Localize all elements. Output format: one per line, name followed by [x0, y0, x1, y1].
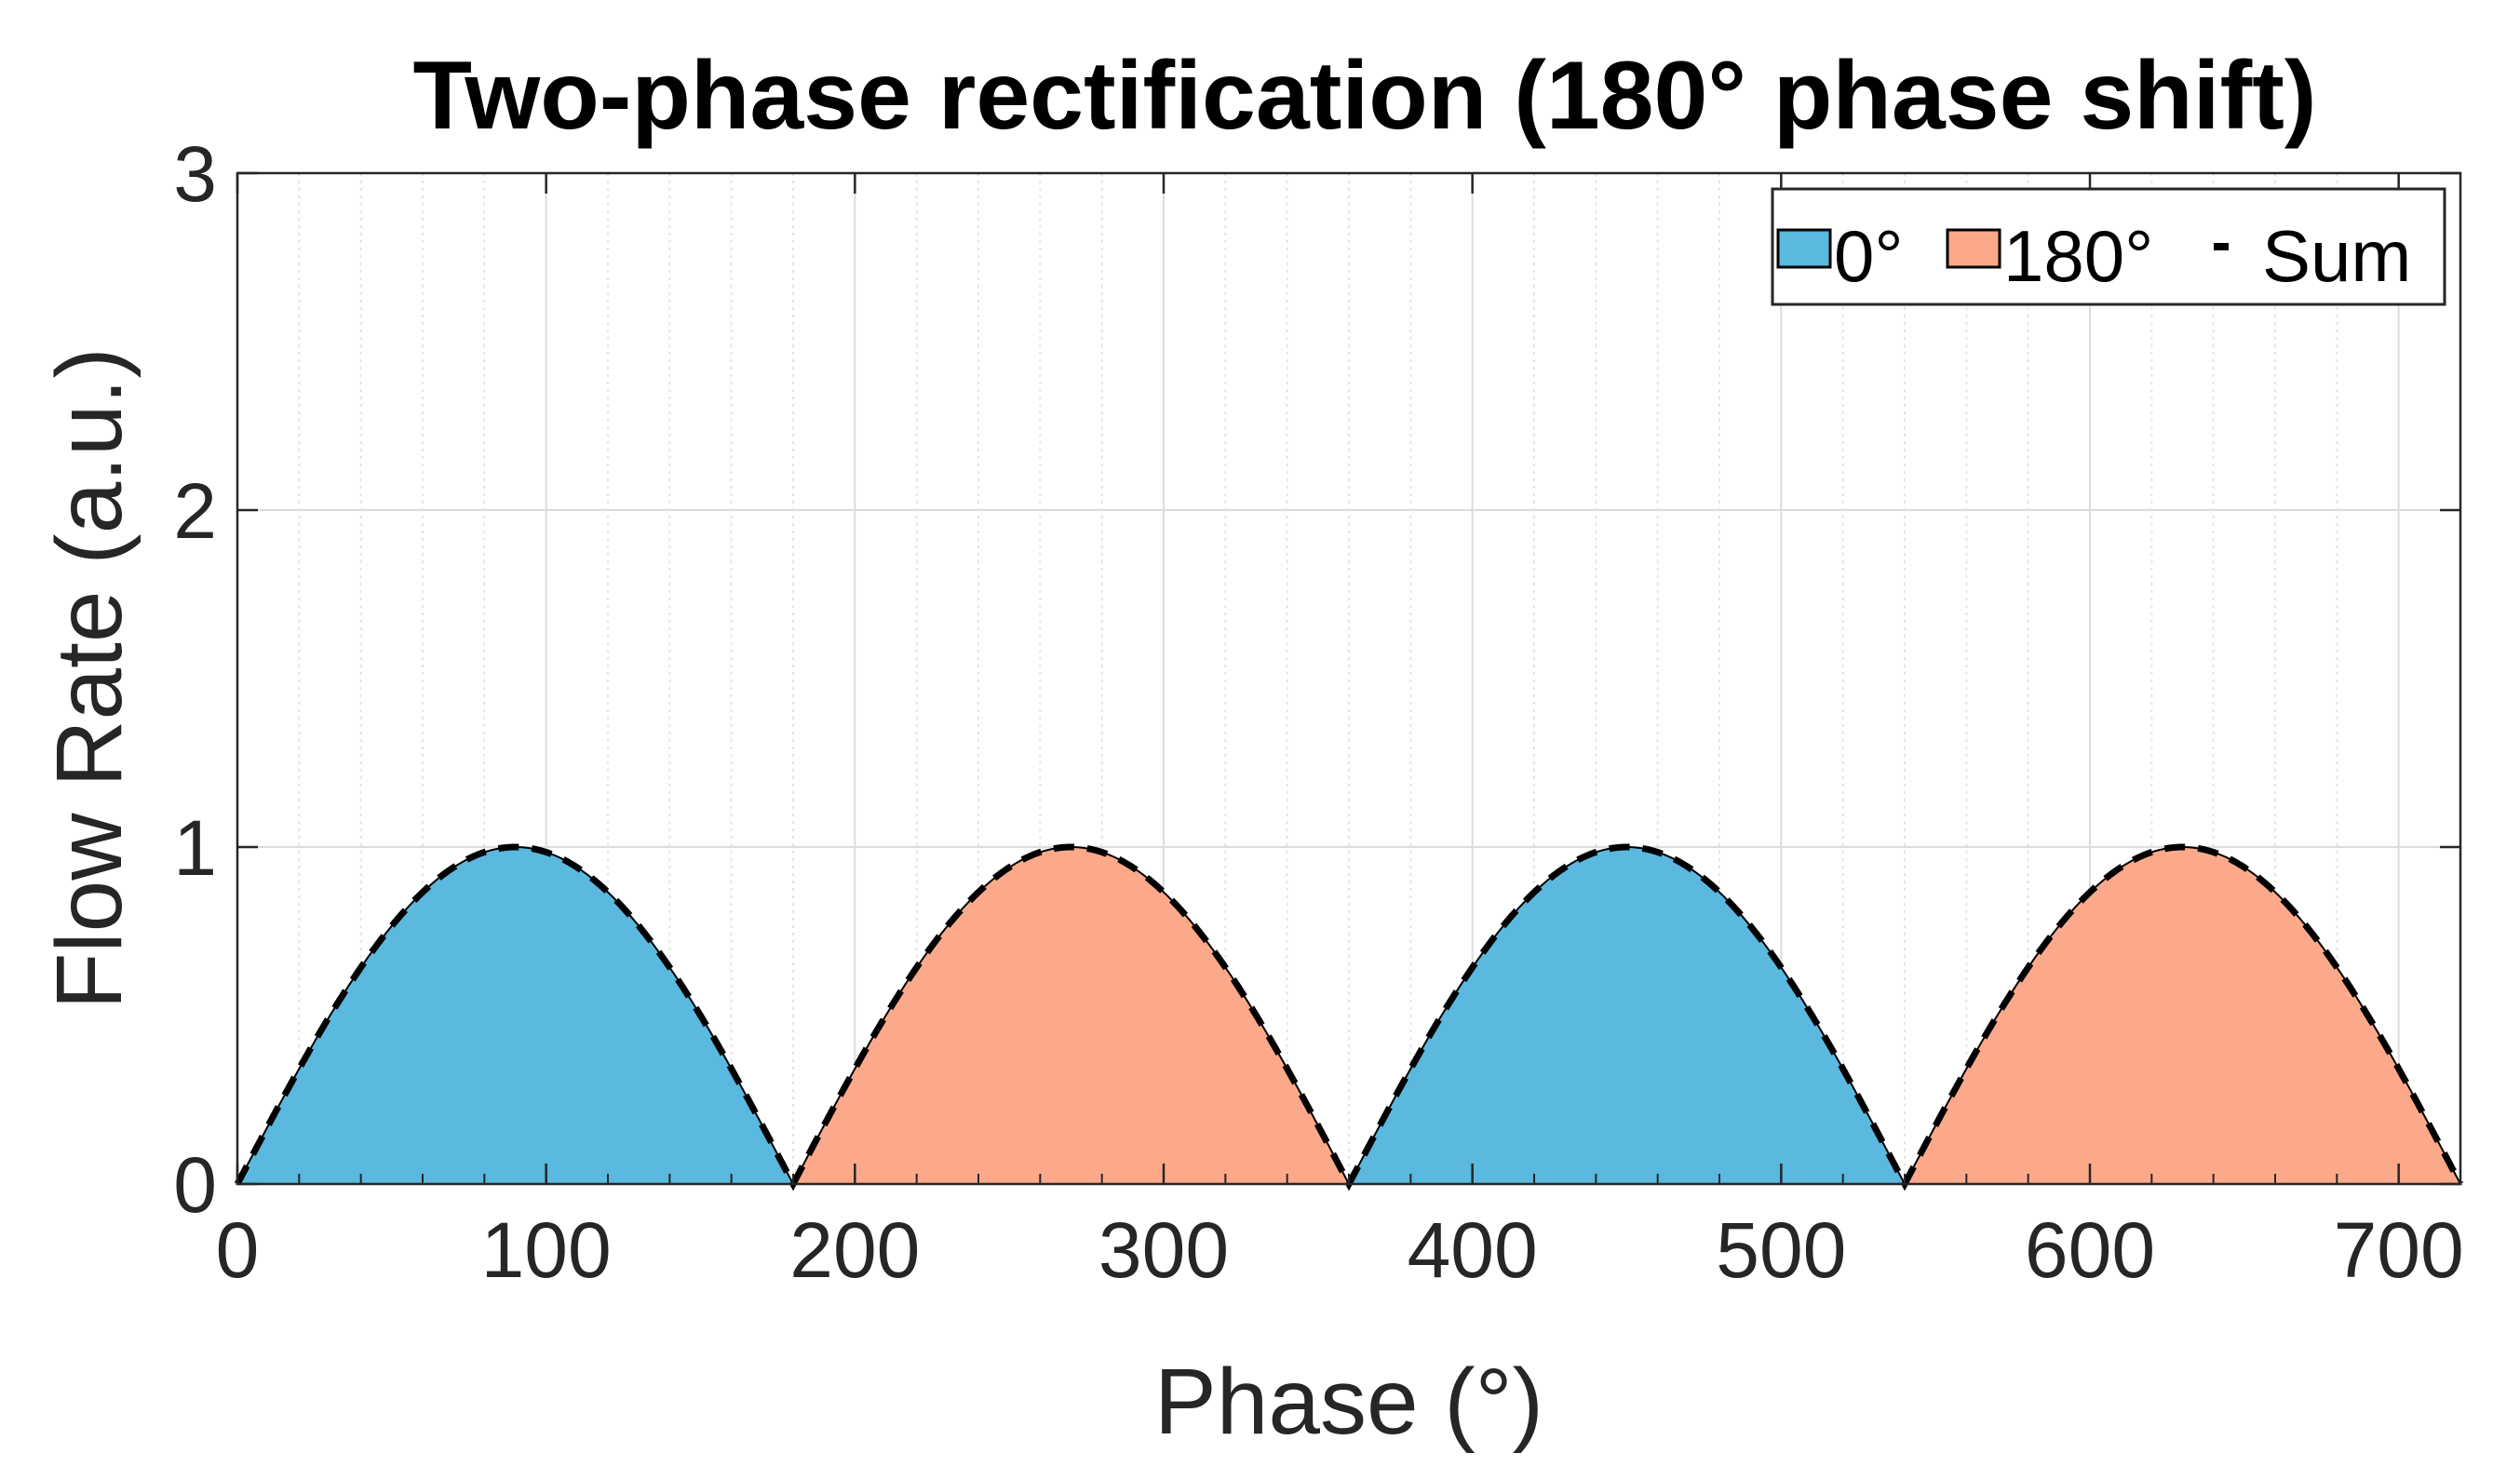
legend-box	[1771, 187, 2446, 306]
x-tick-label: 600	[2025, 1206, 2155, 1294]
x-tick-label: 500	[1716, 1206, 1846, 1294]
y-tick-label: 0	[173, 1141, 217, 1229]
x-axis-label: Phase (°)	[1154, 1350, 1543, 1454]
legend-label-sum: Sum	[2262, 215, 2411, 297]
y-tick-label: 3	[173, 130, 217, 218]
legend: 0° 180° Sum	[1771, 187, 2446, 306]
x-tick-label: 0	[216, 1206, 260, 1294]
x-tick-label: 100	[481, 1206, 612, 1294]
legend-label-180deg: 180°	[2003, 215, 2153, 297]
y-tick-label: 2	[173, 467, 217, 555]
legend-label-0deg: 0°	[1834, 215, 1904, 297]
tick-labels: 0 100 200 300 400 500 600 700 0 1 2 3	[173, 130, 2463, 1294]
legend-swatch-0deg	[1776, 228, 1832, 269]
y-tick-label: 1	[173, 804, 217, 892]
legend-swatch-180deg	[1946, 228, 2001, 269]
x-tick-label: 700	[2334, 1206, 2464, 1294]
y-axis-label: Flow Rate (a.u.)	[37, 347, 141, 1009]
x-tick-label: 300	[1098, 1206, 1229, 1294]
x-tick-label: 200	[789, 1206, 920, 1294]
chart-title: Two-phase rectification (180° phase shif…	[413, 42, 2317, 150]
x-tick-label: 400	[1408, 1206, 1538, 1294]
area-series-group	[236, 845, 2462, 1185]
